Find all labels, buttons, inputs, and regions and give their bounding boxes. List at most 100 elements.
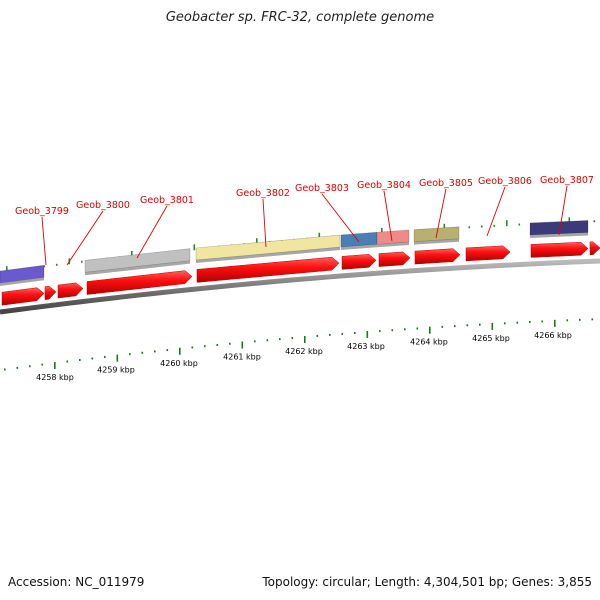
kbp-label: 4259 kbp	[97, 366, 135, 375]
tick-mark	[204, 345, 206, 348]
tick-mark	[154, 350, 156, 353]
gene-leader-line	[41, 216, 47, 266]
gene-label: Geob_3805	[419, 178, 473, 189]
tick-mark	[541, 320, 544, 323]
tick-mark	[41, 363, 44, 366]
tick-mark	[56, 263, 58, 266]
tick-mark	[91, 357, 94, 360]
block-grey	[84, 248, 191, 273]
tick-mark	[29, 365, 31, 368]
tick-mark	[141, 351, 144, 354]
tick-mark	[381, 227, 383, 234]
kbp-label: 4264 kbp	[410, 338, 448, 347]
tick-mark	[516, 321, 519, 324]
tick-mark	[366, 331, 369, 339]
cds-arrow	[530, 241, 589, 258]
tick-mark	[404, 328, 406, 331]
tick-mark	[568, 217, 571, 224]
tick-mark	[179, 347, 181, 355]
block-navy	[529, 220, 589, 236]
cds-arrow	[589, 241, 600, 256]
tick-mark	[131, 250, 133, 257]
gene-label: Geob_3806	[478, 176, 532, 187]
tick-mark	[4, 368, 6, 371]
tick-mark	[66, 360, 69, 363]
gene-leader-line	[558, 185, 568, 236]
kbp-label: 4261 kbp	[223, 353, 261, 362]
tick-mark	[504, 322, 506, 325]
tick-mark	[229, 342, 231, 345]
tick-mark	[529, 321, 531, 324]
tick-mark	[329, 333, 331, 336]
tick-mark	[506, 220, 508, 227]
tick-mark	[241, 341, 244, 349]
tick-mark	[379, 330, 381, 333]
kbp-label: 4262 kbp	[285, 347, 323, 356]
tick-mark	[279, 338, 281, 341]
tick-mark	[593, 220, 596, 223]
kbp-labels: 4258 kbp 4259 kbp 4260 kbp 4261 kbp 4262 kbp…	[36, 331, 572, 382]
tick-mark	[256, 238, 258, 245]
tick-mark	[291, 337, 294, 340]
tick-mark	[266, 339, 269, 342]
tick-mark	[391, 329, 394, 332]
cds-arrow	[341, 254, 377, 270]
tick-mark	[579, 318, 581, 321]
tick-mark	[591, 318, 594, 321]
block-pink	[376, 229, 410, 245]
cds-arrows	[1, 241, 600, 306]
tick-mark	[454, 325, 456, 328]
kbp-label: 4263 kbp	[347, 342, 385, 351]
tick-mark	[429, 326, 431, 334]
gene-leader-line	[136, 205, 168, 259]
feature-blocks	[0, 220, 589, 286]
tick-mark	[441, 325, 444, 328]
block-blue-shadow	[341, 244, 377, 250]
tick-mark	[254, 340, 256, 343]
gene-label: Geob_3802	[236, 188, 290, 199]
kbp-label: 4266 kbp	[534, 331, 572, 340]
cds-arrow	[57, 282, 84, 299]
block-pink-shadow	[377, 241, 409, 248]
tick-mark	[466, 324, 469, 327]
tick-mark	[468, 226, 471, 229]
tick-mark	[354, 331, 356, 334]
kbp-label: 4265 kbp	[472, 334, 510, 343]
block-yellow	[195, 234, 341, 261]
cds-arrow	[465, 245, 511, 262]
backbone-line	[0, 258, 600, 315]
gene-leader-line	[321, 193, 360, 243]
tick-mark	[6, 266, 8, 273]
tick-mark	[554, 319, 556, 327]
gene-label: Geob_3799	[15, 206, 69, 217]
page-title: Geobacter sp. FRC-32, complete genome	[165, 10, 435, 25]
tick-mark	[193, 244, 196, 251]
tick-mark	[81, 260, 83, 263]
tick-mark	[166, 349, 169, 352]
tick-mark	[443, 223, 446, 230]
tick-mark	[481, 225, 483, 228]
cds-arrow	[44, 285, 57, 300]
tick-mark	[518, 223, 521, 226]
gene-label: Geob_3807	[540, 175, 594, 186]
tick-mark	[341, 332, 344, 335]
gene-label: Geob_3800	[76, 200, 130, 211]
kbp-label: 4258 kbp	[36, 373, 74, 382]
tick-mark	[16, 366, 19, 369]
genome-backbone	[0, 258, 600, 315]
tick-mark	[304, 335, 306, 343]
tick-mark	[129, 353, 131, 356]
kbp-label: 4260 kbp	[160, 359, 198, 368]
tick-mark	[216, 343, 219, 346]
topology-text: Topology: circular; Length: 4,304,501 bp…	[262, 575, 592, 589]
accession-text: Accession: NC_011979	[8, 575, 145, 589]
tick-mark	[43, 265, 46, 268]
tick-track-lower	[4, 318, 594, 371]
block-grey-shadow	[85, 260, 190, 276]
tick-mark	[104, 356, 106, 359]
gene-leader-line	[262, 198, 267, 248]
cds-arrow	[1, 287, 45, 306]
gene-labels: Geob_3799 Geob_3800 Geob_3801 Geob_3802 Geob…	[15, 175, 594, 266]
tick-mark	[493, 224, 496, 227]
